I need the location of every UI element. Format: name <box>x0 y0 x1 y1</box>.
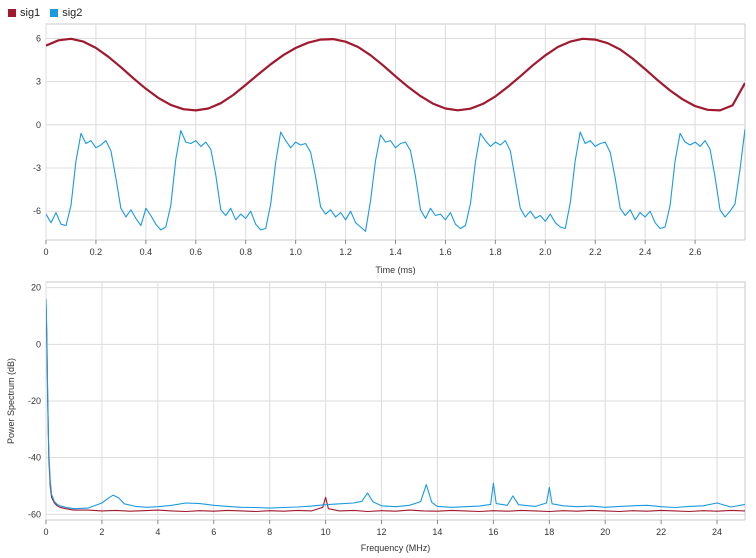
y-tick-label: 20 <box>31 283 41 293</box>
legend: sig1 sig2 <box>8 7 82 19</box>
y-tick-label: -60 <box>28 509 41 519</box>
series-line-sig1 <box>46 37 745 112</box>
legend-label-sig1: sig1 <box>20 7 41 19</box>
x-tick-label: 1.2 <box>339 247 352 257</box>
x-tick-label: 6 <box>211 527 216 537</box>
x-tick-label: 0.4 <box>140 247 153 257</box>
x-tick-label: 24 <box>712 527 722 537</box>
y-tick-label: -20 <box>28 396 41 406</box>
x-tick-label: 4 <box>155 527 160 537</box>
y-tick-label: 6 <box>36 33 41 43</box>
x-tick-label: 0 <box>43 527 48 537</box>
legend-item-sig1[interactable]: sig1 <box>8 7 40 19</box>
series-line-sig1 <box>46 304 745 513</box>
x-tick-label: 0.8 <box>239 247 252 257</box>
x-tick-label: 1.8 <box>489 247 502 257</box>
y-tick-label: 0 <box>36 339 41 349</box>
x-axis-label: Frequency (MHz) <box>361 543 431 553</box>
x-axis-label: Time (ms) <box>375 265 415 275</box>
y-tick-label: 0 <box>36 120 41 130</box>
series-line-sig2 <box>46 298 745 510</box>
legend-label-sig2: sig2 <box>62 7 83 19</box>
y-tick-label: 3 <box>36 77 41 87</box>
series-line-sig2 <box>46 129 745 232</box>
y-tick-label: -40 <box>28 453 41 463</box>
legend-item-sig2[interactable]: sig2 <box>50 7 82 19</box>
x-tick-label: 12 <box>377 527 387 537</box>
chart-1: 0 0.2 0.4 0.6 0.8 1.0 1.2 1.4 1.6 1.8 2.0 2.2 2.4 2.6… <box>33 23 746 275</box>
y-tick-label: -6 <box>33 206 41 216</box>
x-tick-label: 2 <box>99 527 104 537</box>
x-tick-label: 20 <box>600 527 610 537</box>
x-tick-label: 0.2 <box>90 247 103 257</box>
x-tick-label: 2.6 <box>689 247 702 257</box>
x-tick-label: 0.6 <box>190 247 203 257</box>
x-tick-label: 18 <box>544 527 554 537</box>
legend-swatch-sig1 <box>8 9 16 17</box>
x-tick-label: 10 <box>321 527 331 537</box>
x-tick-label: 1.0 <box>289 247 302 257</box>
chart-2: 0 2 4 6 8 10 12 14 16 18 20 22 24200-20-40-60Frequen… <box>6 281 746 553</box>
x-tick-label: 14 <box>432 527 442 537</box>
x-tick-label: 16 <box>488 527 498 537</box>
x-tick-label: 2.2 <box>589 247 602 257</box>
legend-swatch-sig2 <box>50 9 59 17</box>
y-tick-label: -3 <box>33 163 41 173</box>
y-axis-label: Power Spectrum (dB) <box>6 358 16 444</box>
x-tick-label: 22 <box>656 527 666 537</box>
x-tick-label: 1.6 <box>439 247 452 257</box>
x-tick-label: 8 <box>267 527 272 537</box>
x-tick-label: 0 <box>43 247 48 257</box>
x-tick-label: 2.0 <box>539 247 552 257</box>
x-tick-label: 1.4 <box>389 247 402 257</box>
x-tick-label: 2.4 <box>639 247 652 257</box>
